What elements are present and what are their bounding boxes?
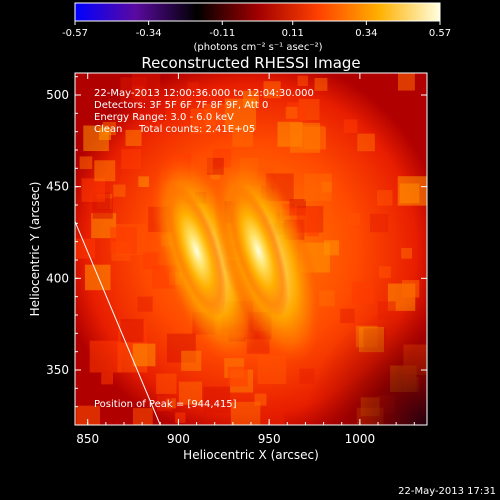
annotation-block: 22-May-2013 12:00:36.000 to 12:04:30.000… <box>94 88 314 410</box>
y-axis-label: Heliocentric Y (arcsec) <box>28 182 42 317</box>
x-axis-ticks: 850 900 950 1000 <box>76 73 415 446</box>
y-tick-label: 400 <box>46 271 69 285</box>
annotation-counts: Total counts: 2.41E+05 <box>138 124 255 135</box>
x-tick-label: 950 <box>258 432 281 446</box>
y-tick-label: 500 <box>46 88 69 102</box>
y-axis-ticks: 350 400 450 500 <box>46 76 427 408</box>
annotation-peak: Position of Peak = [944,415] <box>94 399 237 410</box>
colorbar-tick-label: 0.34 <box>355 28 377 39</box>
footer-timestamp: 22-May-2013 17:31 <box>398 486 496 497</box>
colorbar-ticks: -0.57 -0.34 -0.11 0.11 0.34 0.57 <box>62 21 451 39</box>
annotation-energy: Energy Range: 3.0 - 6.0 keV <box>94 112 234 123</box>
colorbar-tick-label: -0.57 <box>62 28 88 39</box>
x-tick-label: 850 <box>76 432 99 446</box>
solar-limb-line <box>75 221 161 425</box>
x-tick-label: 1000 <box>345 432 376 446</box>
colorbar-tick-label: 0.57 <box>429 28 451 39</box>
y-tick-label: 450 <box>46 180 69 194</box>
colorbar-tick-label: -0.34 <box>136 28 162 39</box>
colorbar-unit-label: (photons cm⁻² s⁻¹ asec⁻²) <box>193 42 322 53</box>
colorbar-tick-label: 0.11 <box>282 28 304 39</box>
chart-title: Reconstructed RHESSI Image <box>141 54 360 72</box>
annotation-time-range: 22-May-2013 12:00:36.000 to 12:04:30.000 <box>94 88 314 99</box>
colorbar <box>74 2 441 22</box>
annotation-detectors: Detectors: 3F 5F 6F 7F 8F 9F, Att 0 <box>94 100 268 111</box>
plot-area <box>75 73 427 425</box>
annotation-method: Clean <box>94 124 122 135</box>
x-axis-label: Heliocentric X (arcsec) <box>183 448 319 462</box>
y-tick-label: 350 <box>46 363 69 377</box>
colorbar-tick-label: -0.11 <box>209 28 235 39</box>
x-tick-label: 900 <box>167 432 190 446</box>
